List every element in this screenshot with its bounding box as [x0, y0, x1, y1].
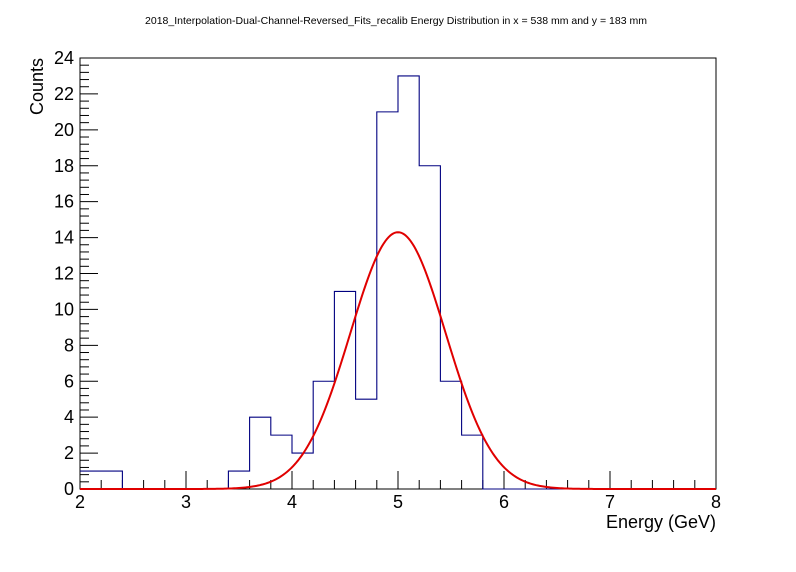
y-tick-label: 22 — [54, 84, 74, 104]
y-tick-label: 20 — [54, 120, 74, 140]
x-tick-label: 2 — [75, 492, 85, 512]
y-tick-label: 24 — [54, 48, 74, 68]
histogram-bin — [228, 471, 249, 489]
histogram-bin — [334, 291, 355, 489]
histogram-outline — [80, 75, 716, 490]
histogram-bin — [377, 112, 398, 489]
y-tick-label: 14 — [54, 228, 74, 248]
plot-frame — [79, 57, 717, 490]
y-tick-label: 12 — [54, 264, 74, 284]
gaussian-fit-curve — [80, 231, 716, 490]
histogram-bin — [356, 399, 377, 489]
axes — [79, 57, 717, 490]
x-tick-label: 8 — [711, 492, 721, 512]
y-tick-label: 8 — [64, 335, 74, 355]
x-axis-title: Energy (GeV) — [606, 512, 716, 532]
histogram-bin — [313, 381, 334, 489]
histogram-bin — [419, 166, 440, 489]
y-tick-label: 0 — [64, 479, 74, 499]
histogram-bins — [80, 76, 483, 489]
y-tick-label: 16 — [54, 192, 74, 212]
y-tick-label: 2 — [64, 443, 74, 463]
y-tick-label: 18 — [54, 156, 74, 176]
y-tick-label: 4 — [64, 407, 74, 427]
histogram-bin — [80, 471, 101, 489]
histogram-bin — [440, 381, 461, 489]
histogram-bin — [292, 453, 313, 489]
x-tick-label: 7 — [605, 492, 615, 512]
x-tick-label: 3 — [181, 492, 191, 512]
y-axis-title: Counts — [27, 58, 47, 115]
x-tick-label: 6 — [499, 492, 509, 512]
y-tick-label: 6 — [64, 371, 74, 391]
histogram-bin — [250, 417, 271, 489]
histogram-bin — [398, 76, 419, 489]
x-tick-label: 5 — [393, 492, 403, 512]
chart-title: 2018_Interpolation-Dual-Channel-Reversed… — [145, 15, 647, 27]
x-tick-label: 4 — [287, 492, 297, 512]
histogram-bin — [462, 435, 483, 489]
histogram-bin — [101, 471, 122, 489]
x-axis-ticks: 2 3 4 5 6 7 8 — [75, 471, 721, 512]
y-tick-label: 10 — [54, 299, 74, 319]
